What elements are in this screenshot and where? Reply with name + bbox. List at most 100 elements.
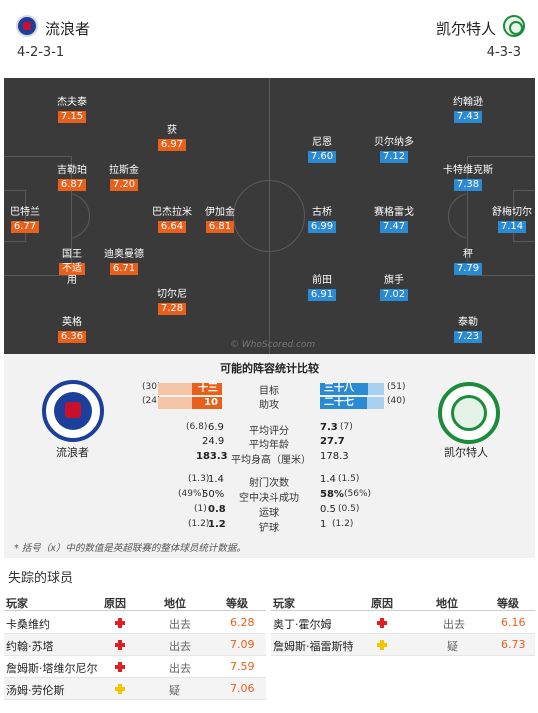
header-reason[interactable]: 原因	[371, 597, 393, 610]
home-player[interactable]: 吉勒珀 6.87	[42, 164, 102, 191]
comparison-footnote: * 括号（x）中的数值是英超联赛的整体球员统计数据。	[14, 543, 246, 554]
player-name[interactable]: 汤姆·劳伦斯	[6, 684, 65, 697]
player-name: 古桥	[312, 207, 332, 218]
away-player[interactable]: 舒梅切尔 7.14	[482, 206, 535, 233]
stat-label: 运球	[259, 508, 279, 519]
doubt-icon	[112, 682, 128, 697]
header-status[interactable]: 地位	[164, 597, 186, 610]
avg-height-row: 183.3 平均身高（厘米） 178.3	[4, 451, 535, 466]
player-rating: 7.09	[230, 638, 255, 651]
player-name: 巴杰拉米	[152, 207, 192, 218]
home-player[interactable]: 国王 不适 用	[42, 248, 102, 287]
table-header: 玩家 原因 地位 等级	[271, 591, 535, 611]
away-value: 1	[320, 519, 327, 530]
celtic-badge-icon	[503, 15, 525, 37]
lineup-comparison-panel: 可能的阵容统计比较 流浪者 凯尔特人 (30) 十三 目标 三十八 (51) (…	[4, 354, 535, 558]
avg-rating-row: (6.8) 6.9 平均评分 7.3 (7)	[4, 422, 535, 437]
celtic-crest-icon	[438, 382, 500, 444]
player-name: 尼恩	[312, 137, 332, 148]
player-name: 英格	[62, 317, 82, 328]
away-league-value: (56%)	[344, 489, 372, 499]
header-reason[interactable]: 原因	[104, 597, 126, 610]
header-player[interactable]: 玩家	[6, 597, 28, 610]
home-team-name[interactable]: 流浪者	[45, 20, 91, 38]
away-value: 1.4	[320, 474, 336, 485]
away-player[interactable]: 约翰逊 7.43	[438, 96, 498, 123]
player-name[interactable]: 卡桑维约	[6, 618, 50, 631]
player-name[interactable]: 奥丁·霍尔姆	[273, 618, 332, 631]
home-goals-league: (30)	[142, 382, 161, 392]
player-status: 出去	[169, 640, 191, 653]
player-rating: 7.14	[497, 221, 527, 233]
player-name[interactable]: 约翰·苏塔	[6, 640, 54, 653]
player-rating: 不适	[59, 263, 85, 275]
stat-label: 射门次数	[249, 478, 289, 489]
player-name: 迪奥曼德	[104, 249, 144, 260]
player-rating: 6.99	[307, 221, 337, 233]
center-circle	[233, 180, 305, 252]
header-player[interactable]: 玩家	[273, 597, 295, 610]
goal-box-left	[4, 190, 26, 242]
player-rating: 7.02	[379, 289, 409, 301]
away-player[interactable]: 前田 6.91	[292, 274, 352, 301]
table-header: 玩家 原因 地位 等级	[4, 591, 266, 611]
home-player[interactable]: 迪奥曼德 6.71	[94, 248, 154, 275]
away-value: 178.3	[320, 451, 349, 462]
away-player[interactable]: 贝尔纳多 7.12	[364, 136, 424, 163]
away-player[interactable]: 古桥 6.99	[292, 206, 352, 233]
away-player[interactable]: 旗手 7.02	[364, 274, 424, 301]
home-league-value: (1.2)	[188, 519, 210, 529]
away-player[interactable]: 卡特维克斯 7.38	[438, 164, 498, 191]
home-player[interactable]: 英格 6.36	[42, 316, 102, 343]
away-league-value: (0.5)	[338, 504, 360, 514]
away-goals-bar: 三十八	[320, 383, 368, 395]
away-player[interactable]: 秤 7.79	[438, 248, 498, 275]
away-player[interactable]: 尼恩 7.60	[292, 136, 352, 163]
stat-label: 空中决斗成功	[239, 493, 299, 504]
player-rating: 6.87	[57, 179, 87, 191]
stat-label: 铲球	[259, 523, 279, 534]
header-status[interactable]: 地位	[436, 597, 458, 610]
player-name: 切尔尼	[157, 289, 187, 300]
table-row[interactable]: 汤姆·劳伦斯 疑 7.06	[4, 678, 266, 700]
away-league-value: (1.2)	[332, 519, 354, 529]
away-value: 0.5	[320, 504, 336, 515]
rangers-crest-icon	[42, 380, 104, 442]
home-player[interactable]: 巴特兰 6.77	[4, 206, 55, 233]
home-league-value: (1.3)	[188, 474, 210, 484]
home-player[interactable]: 伊加金 6.81	[190, 206, 250, 233]
table-row[interactable]: 奥丁·霍尔姆 出去 6.16	[271, 612, 535, 634]
home-player[interactable]: 杰夫泰 7.15	[42, 96, 102, 123]
away-team-name[interactable]: 凯尔特人	[435, 20, 496, 38]
lineup-pitch: 巴特兰 6.77 杰夫泰 7.15 吉勒珀 6.87 国王 不适 用 英格 6.…	[4, 78, 535, 354]
away-player[interactable]: 赛格雷戈 7.47	[364, 206, 424, 233]
home-player[interactable]: 巴杰拉米 6.64	[142, 206, 202, 233]
home-player[interactable]: 拉斯金 7.20	[94, 164, 154, 191]
assists-label: 助攻	[259, 400, 279, 411]
home-player[interactable]: 切尔尼 7.28	[142, 288, 202, 315]
away-formation: 4-3-3	[486, 45, 521, 60]
assists-row: (24) 10 助攻 二十七 (40)	[4, 396, 535, 411]
table-row[interactable]: 詹姆斯·塔维尔尼尔 出去 7.59	[4, 656, 266, 678]
table-row[interactable]: 约翰·苏塔 出去 7.09	[4, 634, 266, 656]
player-rating: 6.81	[205, 221, 235, 233]
player-name: 杰夫泰	[57, 97, 87, 108]
away-player[interactable]: 泰勒 7.23	[438, 316, 498, 343]
player-name[interactable]: 詹姆斯·福雷斯特	[273, 640, 354, 653]
penalty-box-right	[467, 156, 535, 276]
away-value: 27.7	[320, 436, 345, 447]
header-rating[interactable]: 等级	[226, 597, 248, 610]
player-name: 秤	[463, 249, 473, 260]
header-rating[interactable]: 等级	[497, 597, 519, 610]
table-row[interactable]: 卡桑维约 出去 6.28	[4, 612, 266, 634]
home-crest-label: 流浪者	[56, 446, 89, 459]
player-rating: 7.15	[57, 111, 87, 123]
home-league-value: (1)	[194, 504, 207, 514]
home-assists-league: (24)	[142, 396, 161, 406]
table-row[interactable]: 詹姆斯·福雷斯特 疑 6.73	[271, 634, 535, 656]
home-player[interactable]: 获 6.97	[142, 124, 202, 151]
player-rating: 6.64	[157, 221, 187, 233]
aerial-row: (49%) 50% 空中决斗成功 58% (56%)	[4, 489, 535, 504]
goals-label: 目标	[259, 386, 279, 397]
player-name[interactable]: 詹姆斯·塔维尔尼尔	[6, 662, 98, 675]
